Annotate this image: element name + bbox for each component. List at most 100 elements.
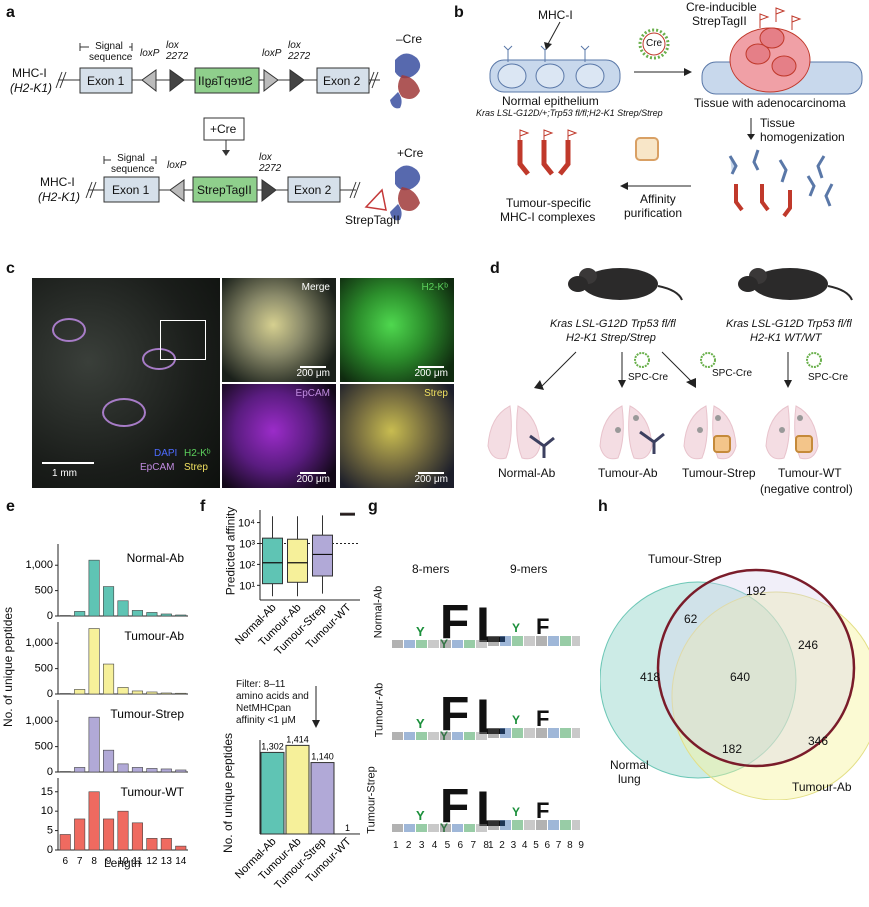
a-signal-seq-1: Signal sequence (89, 41, 133, 63)
e-bar (74, 611, 86, 617)
e-bar (88, 716, 100, 773)
e-ytick-label: 0 (47, 610, 53, 622)
f-ylabel-bottom: No. of unique peptides (221, 732, 236, 854)
e-xtick-label: 14 (175, 856, 187, 867)
a-exon1-top: Exon 1 (87, 74, 125, 88)
b-homog-2: homogenization (760, 130, 845, 144)
h-n182: 182 (722, 742, 743, 756)
g-logo-stack8 (452, 732, 463, 740)
g-logo-letter-Y9: Y (512, 621, 520, 635)
e-ytick-label: 500 (35, 741, 53, 753)
f-box (262, 537, 283, 585)
a-lox2272-3: lox 2272 (259, 152, 282, 174)
e-bar (131, 690, 143, 695)
g-logo-letter-Y9: Y (512, 805, 520, 819)
g-logo-letter-Y8b: Y (440, 729, 448, 743)
g-row-tumour-strep: Tumour-Strep (365, 766, 378, 834)
g-logo-stack9 (548, 636, 559, 646)
d-geno1-2: H2-K1 Strep/Strep (566, 332, 656, 344)
e-bar (175, 845, 187, 851)
g-logo-stack8 (404, 824, 415, 832)
a-strep-tag-label: StrepTagII (345, 213, 400, 227)
panel-d-diagram (487, 268, 853, 460)
e-xtick-label: 10 (117, 856, 129, 867)
purified-mhc-icon (517, 129, 578, 176)
b-normal-epithelium: Normal epithelium (502, 94, 599, 108)
g-logo-stack8 (440, 640, 451, 648)
panel-a-diagram (55, 43, 421, 221)
panel-h-letter: h (598, 498, 608, 515)
normal-epithelium-icon (489, 45, 621, 93)
g-logo-letter-Y9: Y (512, 713, 520, 727)
e-bar (160, 838, 172, 851)
e-bar (103, 818, 115, 851)
d-geno1-1: Kras LSL-G12D Trp53 fl/fl (550, 318, 676, 330)
c-legend-h2kb: H2-Kᵇ (184, 448, 211, 459)
c-epcam-scale: 200 μm (296, 474, 330, 485)
d-spc-1: SPC-Cre (628, 372, 669, 383)
panel-b-diagram (489, 7, 863, 218)
d-spc-2: SPC-Cre (712, 368, 753, 379)
b-tumour-cplx-1: Tumour-specific (506, 196, 591, 210)
c-merge-label: Merge (301, 282, 330, 293)
g-logo-stack8 (392, 732, 403, 740)
g-logo-stack9 (536, 636, 547, 646)
panel-f-barchart: 1,302Normal-Ab1,414Tumour-Ab1,140Tumour-… (233, 734, 360, 892)
panel-d-letter: d (490, 260, 500, 277)
e-bar (103, 749, 115, 773)
g-logo-stack9 (572, 636, 580, 646)
e-ytick-label: 5 (47, 825, 53, 837)
panel-f-boxplot: 10⁴10³10²10¹Normal-AbTumour-AbTumour-Str… (233, 510, 360, 658)
g-logo-stack8 (428, 732, 439, 740)
g-logo-letter-L8: L (476, 689, 507, 745)
g-logo-stack9 (536, 820, 547, 830)
f-filter-2: amino acids and (236, 691, 309, 702)
e-ytick-label: 1,000 (25, 637, 53, 649)
g-logo-stack8 (476, 640, 487, 648)
d-geno2-1: Kras LSL-G12D Trp53 fl/fl (726, 318, 852, 330)
g-logo-stack8 (428, 640, 439, 648)
lung-icon-normal-ab (487, 405, 555, 460)
g-logo-letter-Y8: Y (416, 808, 425, 823)
c-legend-epcam: EpCAM (140, 462, 175, 473)
e-bar (160, 692, 172, 695)
e-bar (146, 838, 158, 851)
f-filter-4: affinity <1 μM (236, 715, 296, 726)
e-ylabel: No. of unique peptides (1, 606, 16, 728)
d-spc-3: SPC-Cre (808, 372, 849, 383)
g-logo-stack9 (536, 728, 547, 738)
fb-bar (260, 751, 285, 835)
panel-e-chart: 1,0005000Normal-Ab1,0005000Tumour-Ab1,00… (25, 544, 188, 867)
e-bar (74, 818, 86, 851)
g-logo-stack9 (560, 728, 571, 738)
g-logo-stack9 (512, 636, 523, 646)
venn-tumour-strep (656, 568, 856, 768)
g-logo-stack9 (488, 636, 499, 646)
e-ytick-label: 0 (47, 844, 53, 856)
b-mhc-label: MHC-I (538, 8, 573, 22)
e-bar (117, 600, 129, 617)
a-mhc-label-3: MHC-I (40, 175, 75, 189)
panel-a-letter: a (6, 4, 15, 21)
e-bar (74, 689, 86, 695)
e-bar (160, 768, 172, 773)
g-logo-stack9 (524, 728, 535, 738)
a-loxp-2: loxP (262, 48, 282, 59)
lung-icon-tumour-strep (683, 405, 737, 460)
fb-bar-label: 1 (345, 823, 350, 833)
a-cre-plus: +Cre (397, 146, 424, 160)
g-logo-stack9 (500, 636, 511, 646)
a-strep-forward: StrepTagII (197, 183, 252, 197)
g-logo-letter-F9: F (536, 798, 549, 823)
g-logo-letter-L8: L (476, 781, 507, 837)
panel-e-letter: e (6, 498, 15, 515)
d-negative-control: (negative control) (760, 482, 853, 496)
b-affinity-1: Affinity (640, 192, 676, 206)
panel-g-letter: g (368, 498, 378, 515)
g-logo-stack8 (392, 824, 403, 832)
e-ytick-label: 10 (41, 805, 53, 817)
d-group-normal-ab: Normal-Ab (498, 466, 556, 480)
g-logo-stack8 (440, 824, 451, 832)
c-merge-micrograph: Merge 200 μm (222, 278, 336, 382)
e-bar (117, 687, 129, 695)
